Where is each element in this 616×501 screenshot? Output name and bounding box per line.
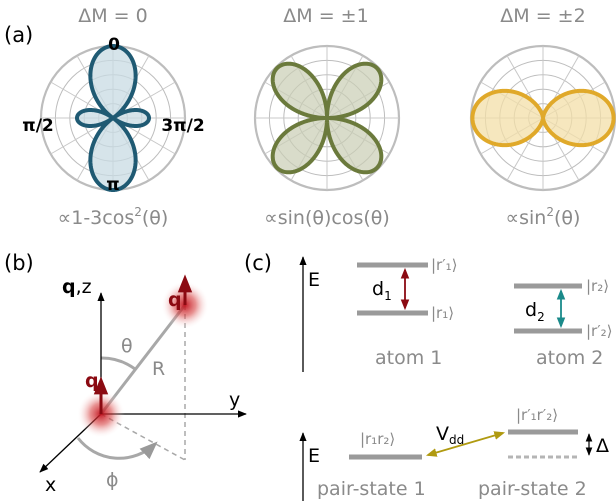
theta-arc [100, 356, 136, 371]
atom1-dipole-label: d1 [372, 278, 392, 303]
header-dm2: ΔM = ±2 [500, 5, 585, 27]
atom2-dipole-label: d2 [525, 299, 545, 324]
theta-label: θ [121, 335, 133, 357]
energy-label-top: E [308, 269, 320, 291]
coupling-arrow [425, 431, 506, 457]
atom1-name: atom 1 [375, 347, 442, 369]
panel-b-label: (b) [4, 251, 34, 275]
z-axis-label: q,z [62, 276, 92, 298]
angle-label-3pi-half: 3π/2 [161, 116, 204, 136]
dipole-label-remote: q [168, 289, 182, 311]
phi-label: ϕ [106, 469, 119, 491]
formula-dm0: ∝1-3cos2(θ) [58, 205, 169, 229]
angular-lobe-curve [470, 88, 616, 148]
formula-dm1: ∝sin(θ)cos(θ) [264, 207, 390, 229]
atom1-upper-state: |r′₁⟩ [431, 256, 458, 274]
pair1-name: pair-state 1 [317, 478, 426, 500]
polar-plot-dm1 [253, 44, 401, 192]
header-dm0: ΔM = 0 [78, 5, 147, 27]
pair2-name: pair-state 2 [478, 478, 587, 500]
angle-label-pi-half: π/2 [22, 116, 54, 136]
y-axis-label: y [229, 389, 240, 411]
polar-plot-dm2 [469, 44, 616, 192]
axes [39, 292, 247, 473]
atom2-name: atom 2 [536, 347, 603, 369]
polar-plot-dm0 [39, 44, 187, 192]
angular-lobe-curve [270, 61, 384, 175]
panel-a-label: (a) [4, 23, 33, 47]
detuning-label: Δ [596, 435, 609, 457]
header-dm1: ΔM = ±1 [283, 5, 368, 27]
angle-label-pi: π [106, 175, 119, 195]
distance-label: R [152, 358, 165, 380]
angular-lobe-curve [75, 44, 151, 192]
x-axis-label: x [45, 474, 56, 496]
pair1-state: |r₁r₂⟩ [360, 430, 395, 448]
angle-label-0: 0 [108, 35, 120, 55]
panel-c-label: (c) [244, 251, 272, 275]
formula-dm2: ∝sin2(θ) [506, 205, 581, 229]
atom1-lower-state: |r₁⟩ [431, 304, 454, 322]
atom2-lower-state: |r′₂⟩ [586, 322, 613, 340]
dipole-label-origin: q [85, 370, 99, 392]
phi-arc [76, 437, 158, 460]
pair2-state: |r′₁r′₂⟩ [516, 406, 558, 424]
coupling-label: Vdd [436, 423, 464, 447]
energy-label-bottom: E [308, 445, 320, 467]
atom2-upper-state: |r₂⟩ [586, 277, 609, 295]
